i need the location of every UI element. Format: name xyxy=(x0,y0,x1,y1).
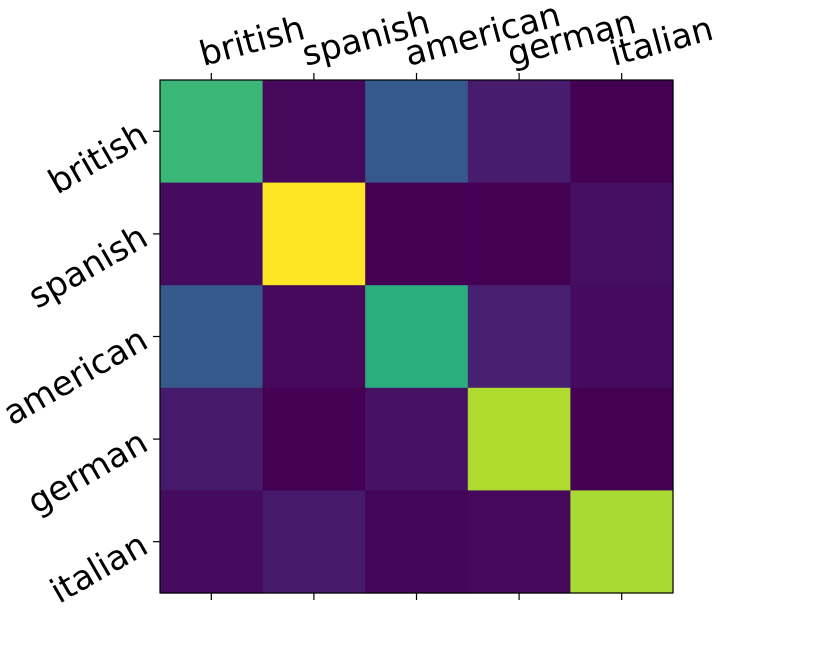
heatmap-cell-spanish-spanish xyxy=(262,182,366,286)
heatmap-cell-italian-spanish xyxy=(262,490,366,594)
heatmap-cell-german-british xyxy=(160,387,264,491)
heatmap-cell-british-spanish xyxy=(262,80,366,184)
heatmap-cell-spanish-italian xyxy=(570,182,674,286)
heatmap-cell-german-spanish xyxy=(262,387,366,491)
heatmap-cell-american-spanish xyxy=(262,285,366,389)
heatmap-cell-italian-american xyxy=(365,490,469,594)
heatmap-cell-italian-italian xyxy=(570,490,674,594)
heatmap-cell-british-american xyxy=(365,80,469,184)
y-tick-label: british xyxy=(42,114,155,202)
heatmap-cell-german-german xyxy=(467,387,571,491)
heatmap-cell-italian-british xyxy=(160,490,264,594)
heatmap-cell-american-german xyxy=(467,285,571,389)
heatmap-cell-american-british xyxy=(160,285,264,389)
y-tick-label: spanish xyxy=(22,217,155,317)
heatmap-cell-italian-german xyxy=(467,490,571,594)
heatmap-cell-british-german xyxy=(467,80,571,184)
heatmap-cell-spanish-american xyxy=(365,182,469,286)
x-tick-label: british xyxy=(195,8,309,74)
heatmap-cell-american-italian xyxy=(570,285,674,389)
axis-ticks xyxy=(153,73,623,600)
y-tick-label: italian xyxy=(44,525,155,612)
y-tick-label: american xyxy=(0,320,154,434)
heatmap-cell-american-american xyxy=(365,285,469,389)
heatmap-cell-british-british xyxy=(160,80,264,184)
heatmap-cell-german-italian xyxy=(570,387,674,491)
heatmap-cells xyxy=(160,80,674,594)
heatmap-cell-german-american xyxy=(365,387,469,491)
heatmap-cell-spanish-german xyxy=(467,182,571,286)
y-tick-label: german xyxy=(21,422,155,522)
heatmap-cell-british-italian xyxy=(570,80,674,184)
heatmap-cell-spanish-british xyxy=(160,182,264,286)
